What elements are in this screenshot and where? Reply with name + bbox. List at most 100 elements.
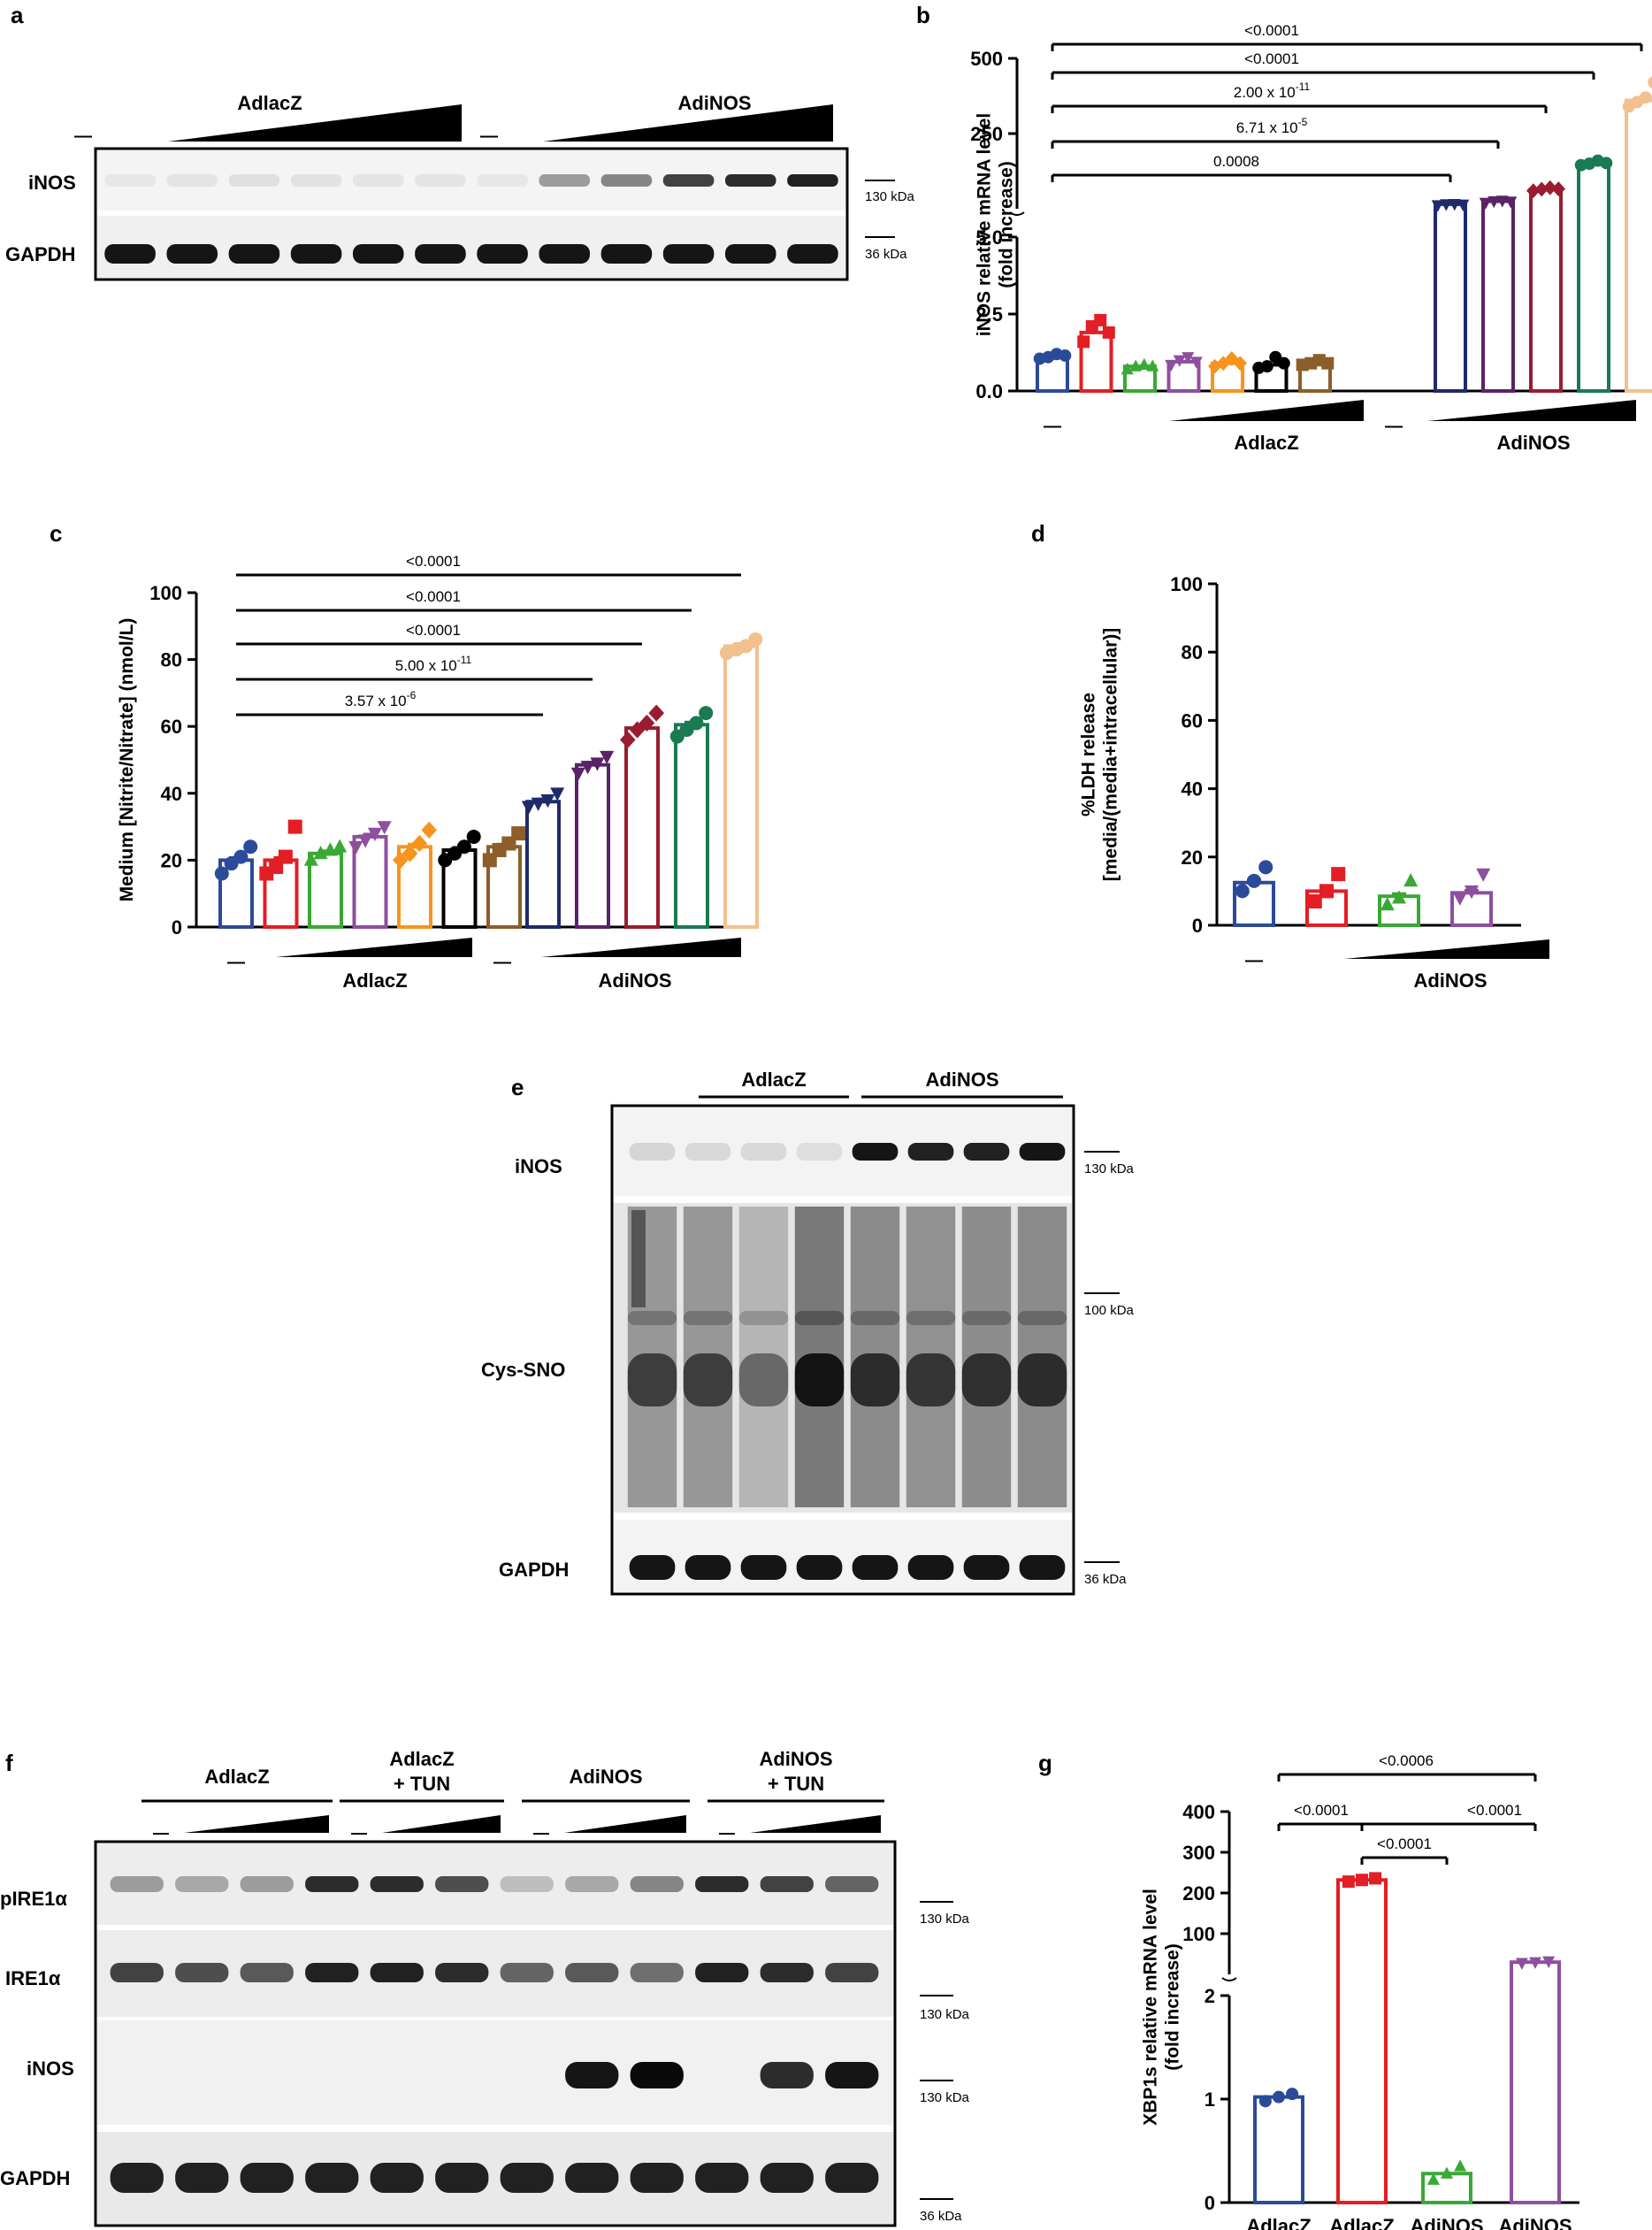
- data-point: [1321, 356, 1335, 370]
- data-point: [1233, 356, 1247, 372]
- x-group-label: AdlacZ: [1234, 432, 1298, 454]
- data-point: [521, 801, 536, 815]
- data-point: [303, 852, 318, 866]
- x-dash: —: [493, 953, 511, 972]
- comparison-label-exp: -5: [1298, 116, 1308, 128]
- data-point: [748, 632, 763, 647]
- comparison-label: <0.0006: [1379, 1752, 1434, 1769]
- f-1-band: [630, 1963, 684, 1982]
- marker-100-e: 100 kDa: [1084, 1303, 1135, 1318]
- data-point: [511, 826, 526, 841]
- comparison-label: 6.71 x 10-5: [1236, 116, 1308, 136]
- inos-a-band: [166, 174, 218, 187]
- comparison-label: 0.0008: [1213, 153, 1259, 170]
- f-dash: —: [153, 1824, 169, 1842]
- bar: [1166, 359, 1201, 394]
- panel-letter-d: d: [1031, 520, 1045, 547]
- f-dash: —: [533, 1824, 549, 1842]
- inos-a-band: [477, 174, 528, 187]
- comparison-label-base: <0.0001: [1244, 22, 1299, 39]
- data-point: [1173, 355, 1186, 367]
- f-2-band: [760, 2062, 814, 2088]
- chart-c: 0 20 40 60 80 100 Medium [Nitrite/Nitrate] (nm…: [117, 553, 763, 992]
- comparison-label-base: <0.0001: [1244, 50, 1299, 67]
- axis-break: [1221, 1977, 1237, 1981]
- row-label-gapdh-f: GAPDH: [0, 2167, 70, 2189]
- bands-gapdh-a: [104, 244, 838, 264]
- data-point: [466, 829, 481, 844]
- smear-band: [738, 1311, 789, 1325]
- data-point: [1216, 356, 1230, 372]
- y-tick-label: 500: [970, 48, 1003, 70]
- f-1-band: [760, 1963, 814, 1982]
- comparison-label: 5.00 x 10-11: [395, 654, 472, 674]
- f-0-band: [175, 1876, 229, 1892]
- data-point: [1182, 352, 1195, 364]
- f-3-band: [110, 2163, 164, 2193]
- inos-e-band: [629, 1143, 676, 1161]
- data-point: [648, 704, 664, 722]
- f-0-band: [110, 1876, 164, 1892]
- smear-band: [794, 1353, 845, 1406]
- marker-f-4: 36 kDa: [920, 2209, 962, 2224]
- y-tick-label: 40: [161, 783, 182, 805]
- data-point: [348, 840, 363, 855]
- data-point: [377, 821, 392, 835]
- smear-band: [627, 1353, 677, 1406]
- bar: [1481, 199, 1515, 393]
- dose-wedge: [1344, 939, 1549, 959]
- marker-130-e: 130 kDa: [1084, 1161, 1135, 1176]
- f-1-band: [175, 1963, 229, 1982]
- blot-strip-gapdh-e: [614, 1520, 1072, 1592]
- x-group-label: AdiNOS: [598, 969, 671, 992]
- f-group-sublabel: + TUN: [394, 1773, 450, 1795]
- bar: [1434, 202, 1467, 393]
- gapdh-a-band: [352, 244, 404, 264]
- y-tick-label: 0: [1205, 2192, 1215, 2214]
- f-group-label: AdiNOS: [759, 1748, 832, 1770]
- smear-band: [627, 1311, 677, 1325]
- data-point: [1488, 195, 1501, 209]
- f-0-band: [435, 1876, 489, 1892]
- comparison-label-base: <0.0001: [406, 588, 461, 605]
- gapdh-a-band: [228, 244, 280, 264]
- gapdh-a-band: [166, 244, 218, 264]
- gapdh-a-band: [600, 244, 653, 264]
- data-point: [639, 714, 655, 732]
- f-1-band: [110, 1963, 164, 1982]
- data-point: [421, 821, 437, 839]
- dose-wedge: [1427, 400, 1636, 421]
- y-axis-label-line: (fold increase): [997, 161, 1017, 288]
- y-tick-label: 300: [1182, 1842, 1215, 1864]
- comparison-label: <0.0001: [1467, 1802, 1522, 1819]
- data-point: [1258, 860, 1273, 875]
- dose-wedge-adinos: [543, 104, 833, 142]
- f-1-band: [695, 1963, 749, 1982]
- comparison-label-base: <0.0001: [1467, 1802, 1522, 1819]
- bar: [397, 845, 432, 930]
- data-point: [1440, 199, 1453, 211]
- comparison-label-exp: -11: [457, 654, 472, 666]
- f-dash: —: [351, 1824, 367, 1842]
- data-point: [699, 706, 714, 721]
- chart-d: 0 20 40 60 80 100 %LDH release [media/(media+in…: [1078, 573, 1549, 992]
- bands-inos-a: [104, 174, 838, 187]
- ladder-lane: [631, 1210, 646, 1307]
- dose-wedge: [1169, 400, 1364, 421]
- bar: [525, 800, 561, 929]
- gapdh-a-band: [662, 244, 715, 264]
- data-point: [550, 787, 565, 801]
- y-axis-label-line: Medium [Nitrite/Nitrate] (nmol/L): [117, 618, 137, 902]
- f-3-band: [760, 2163, 814, 2193]
- comparison-label-base: 0.0008: [1213, 153, 1259, 170]
- y-tick-label: 20: [1182, 847, 1203, 869]
- panel-b: b 0.0 2.5 5.0 250 500 iNOS relative mRNA leve…: [916, 2, 1652, 454]
- y-tick-label: 2.5: [975, 303, 1003, 326]
- x-dash: —: [1044, 417, 1061, 436]
- data-point: [1342, 1875, 1355, 1889]
- smear-band: [738, 1353, 789, 1406]
- bar: [1253, 2095, 1304, 2204]
- f-1-band: [435, 1963, 489, 1982]
- row-label-pire1a-f: pIRE1α: [0, 1888, 67, 1910]
- data-point: [1542, 1956, 1556, 1968]
